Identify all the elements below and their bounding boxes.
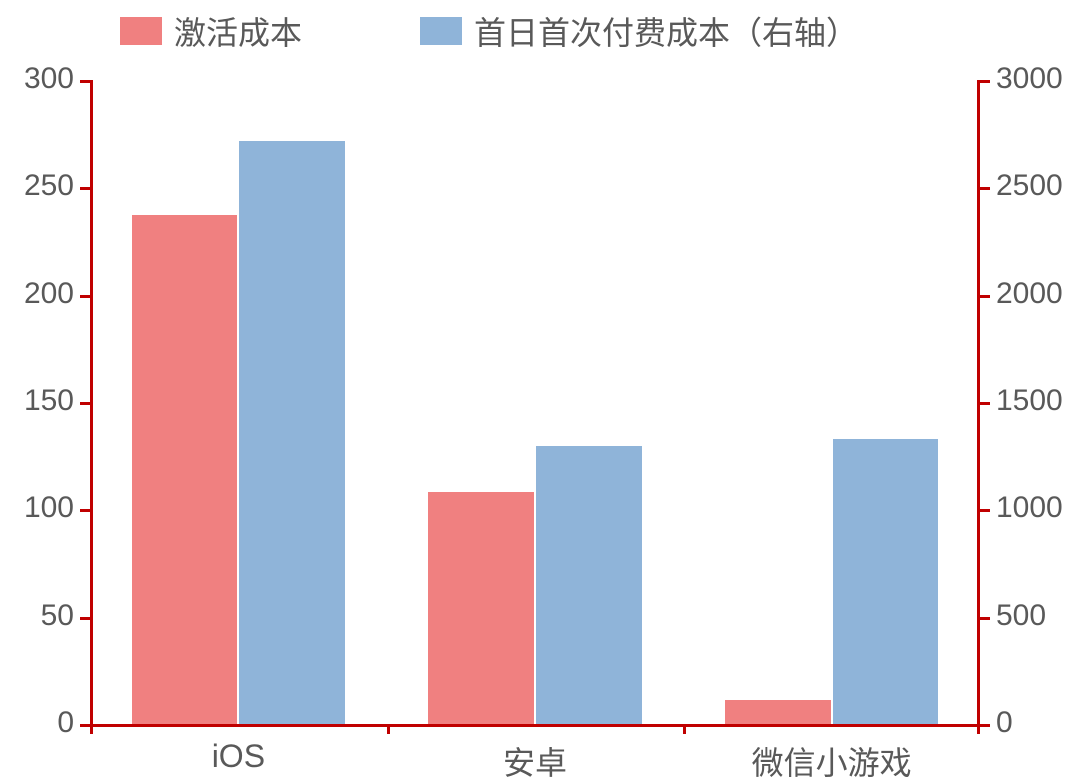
y-left-tick-label: 200: [24, 277, 74, 311]
category-label: 安卓: [385, 738, 685, 784]
y-left-tick: [80, 187, 90, 190]
y-left-tick-label: 50: [41, 599, 74, 633]
bar-first-pay-cost: [536, 446, 642, 724]
legend-swatch-2: [420, 17, 462, 45]
y-right-tick-label: 500: [996, 599, 1046, 633]
bar-activation-cost: [428, 492, 534, 724]
y-left-tick: [80, 402, 90, 405]
x-tick: [683, 724, 686, 734]
legend-item-activation-cost: 激活成本: [120, 8, 302, 54]
bar-first-pay-cost: [833, 439, 939, 725]
x-tick: [977, 724, 980, 734]
bar-activation-cost: [132, 215, 238, 724]
y-right-tick-label: 1500: [996, 384, 1063, 418]
y-right-tick: [980, 509, 990, 512]
y-left-tick-label: 250: [24, 169, 74, 203]
y-right-tick-label: 2000: [996, 277, 1063, 311]
x-tick: [387, 724, 390, 734]
y-left-tick: [80, 617, 90, 620]
y-left-tick-label: 150: [24, 384, 74, 418]
legend-label-2: 首日首次付费成本（右轴）: [474, 8, 858, 54]
x-axis-line: [90, 724, 980, 727]
plot-area: [90, 80, 980, 724]
y-right-tick: [980, 187, 990, 190]
y-left-tick: [80, 295, 90, 298]
y-right-tick-label: 2500: [996, 169, 1063, 203]
y-right-tick-label: 0: [996, 706, 1013, 740]
legend-swatch-1: [120, 17, 162, 45]
y-right-tick: [980, 295, 990, 298]
y-left-tick: [80, 724, 90, 727]
bar-activation-cost: [725, 700, 831, 724]
y-left-tick-label: 0: [57, 706, 74, 740]
category-label: iOS: [88, 738, 388, 775]
y-left-tick-label: 300: [24, 62, 74, 96]
y-right-tick: [980, 402, 990, 405]
y-left-tick: [80, 509, 90, 512]
dual-axis-bar-chart: 激活成本 首日首次付费成本（右轴） 0501001502002503000500…: [0, 0, 1080, 781]
y-right-tick-label: 1000: [996, 491, 1063, 525]
y-right-tick: [980, 724, 990, 727]
y-axis-left-line: [90, 80, 93, 727]
y-left-tick-label: 100: [24, 491, 74, 525]
y-right-tick: [980, 617, 990, 620]
legend-item-first-pay-cost: 首日首次付费成本（右轴）: [420, 8, 858, 54]
y-right-tick: [980, 80, 990, 83]
bar-first-pay-cost: [239, 141, 345, 724]
y-left-tick: [80, 80, 90, 83]
x-tick: [90, 724, 93, 734]
legend-label-1: 激活成本: [174, 8, 302, 54]
category-label: 微信小游戏: [682, 738, 982, 784]
y-right-tick-label: 3000: [996, 62, 1063, 96]
